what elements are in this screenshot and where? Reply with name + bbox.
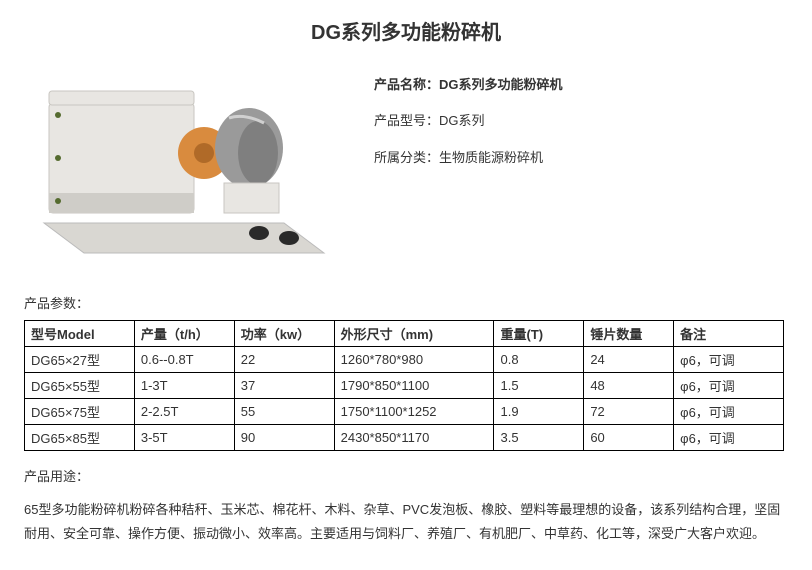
table-cell: 0.6--0.8T — [134, 347, 234, 373]
info-name-value: DG系列多功能粉碎机 — [439, 77, 563, 92]
bolt — [55, 112, 61, 118]
table-cell: 2-2.5T — [134, 399, 234, 425]
info-category-value: 生物质能源粉碎机 — [439, 150, 543, 165]
motor-mount — [224, 183, 279, 213]
table-cell: 1750*1100*1252 — [334, 399, 494, 425]
info-category-label: 所属分类： — [374, 150, 439, 165]
table-cell: DG65×75型 — [25, 399, 135, 425]
table-row: DG65×75型2-2.5T551750*1100*12521.972φ6，可调 — [25, 399, 784, 425]
table-cell: 3.5 — [494, 425, 584, 451]
table-row: DG65×85型3-5T902430*850*11703.560φ6，可调 — [25, 425, 784, 451]
coupling-inner — [194, 143, 214, 163]
table-cell: 24 — [584, 347, 674, 373]
usage-body: 65型多功能粉碎机粉碎各种秸秆、玉米芯、棉花杆、木料、杂草、PVC发泡板、橡胶、… — [24, 498, 784, 547]
table-cell: 2430*850*1170 — [334, 425, 494, 451]
table-cell: 60 — [584, 425, 674, 451]
spec-table: 型号Model产量（t/h）功率（kw）外形尺寸（mm)重量(T)锤片数量备注 … — [24, 320, 784, 451]
top-row: 产品名称：DG系列多功能粉碎机 产品型号：DG系列 所属分类：生物质能源粉碎机 — [24, 63, 788, 263]
spec-col-header: 产量（t/h） — [134, 321, 234, 347]
product-info: 产品名称：DG系列多功能粉碎机 产品型号：DG系列 所属分类：生物质能源粉碎机 — [374, 63, 563, 176]
spec-col-header: 外形尺寸（mm) — [334, 321, 494, 347]
table-cell: φ6，可调 — [674, 373, 784, 399]
table-cell: φ6，可调 — [674, 347, 784, 373]
table-cell: 48 — [584, 373, 674, 399]
spec-col-header: 锤片数量 — [584, 321, 674, 347]
table-cell: 55 — [234, 399, 334, 425]
table-cell: 3-5T — [134, 425, 234, 451]
bolt — [55, 155, 61, 161]
usage-heading: 产品用途： — [24, 465, 784, 490]
spec-table-body: DG65×27型0.6--0.8T221260*780*9800.824φ6，可… — [25, 347, 784, 451]
spec-col-header: 备注 — [674, 321, 784, 347]
info-category-row: 所属分类：生物质能源粉碎机 — [374, 140, 563, 176]
spec-col-header: 重量(T) — [494, 321, 584, 347]
spec-header-row: 型号Model产量（t/h）功率（kw）外形尺寸（mm)重量(T)锤片数量备注 — [25, 321, 784, 347]
table-cell: 0.8 — [494, 347, 584, 373]
machine-illustration — [34, 63, 334, 263]
table-cell: 90 — [234, 425, 334, 451]
outlet-hole — [249, 226, 269, 240]
outlet-hole — [279, 231, 299, 245]
table-cell: 1-3T — [134, 373, 234, 399]
motor-shade — [238, 121, 278, 185]
table-row: DG65×27型0.6--0.8T221260*780*9800.824φ6，可… — [25, 347, 784, 373]
table-cell: 1.5 — [494, 373, 584, 399]
table-cell: φ6，可调 — [674, 425, 784, 451]
info-name-label: 产品名称： — [374, 77, 439, 92]
table-row: DG65×55型1-3T371790*850*11001.548φ6，可调 — [25, 373, 784, 399]
info-model-value: DG系列 — [439, 113, 485, 128]
table-cell: 1260*780*980 — [334, 347, 494, 373]
spec-col-header: 功率（kw） — [234, 321, 334, 347]
table-cell: φ6，可调 — [674, 399, 784, 425]
usage-section: 产品用途： 65型多功能粉碎机粉碎各种秸秆、玉米芯、棉花杆、木料、杂草、PVC发… — [24, 465, 784, 547]
top-hatch — [49, 91, 194, 105]
info-name-row: 产品名称：DG系列多功能粉碎机 — [374, 67, 563, 103]
bolt — [55, 198, 61, 204]
table-cell: DG65×85型 — [25, 425, 135, 451]
params-heading: 产品参数： — [24, 293, 788, 312]
page-title: DG系列多功能粉碎机 — [24, 16, 788, 45]
mill-chamber-shadow — [49, 193, 194, 213]
table-cell: DG65×27型 — [25, 347, 135, 373]
info-model-label: 产品型号： — [374, 113, 439, 128]
table-cell: DG65×55型 — [25, 373, 135, 399]
table-cell: 37 — [234, 373, 334, 399]
table-cell: 1.9 — [494, 399, 584, 425]
table-cell: 22 — [234, 347, 334, 373]
spec-table-head: 型号Model产量（t/h）功率（kw）外形尺寸（mm)重量(T)锤片数量备注 — [25, 321, 784, 347]
table-cell: 1790*850*1100 — [334, 373, 494, 399]
table-cell: 72 — [584, 399, 674, 425]
info-model-row: 产品型号：DG系列 — [374, 103, 563, 139]
product-image — [34, 63, 334, 263]
spec-col-header: 型号Model — [25, 321, 135, 347]
